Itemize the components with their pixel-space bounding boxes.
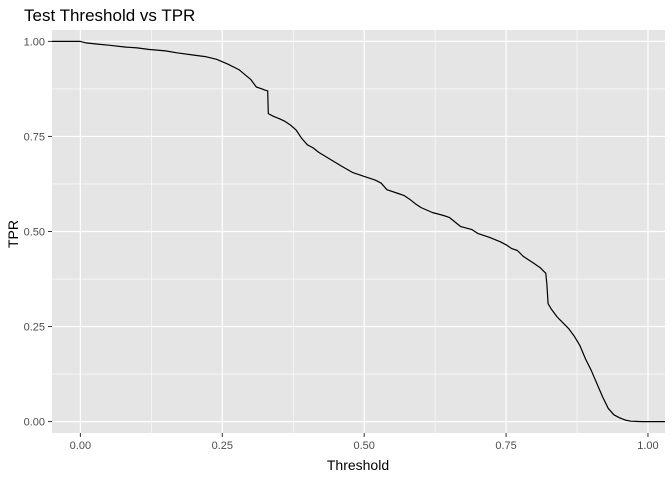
x-tick-label: 0.25 (212, 440, 233, 452)
y-axis-title: TPR (5, 220, 21, 248)
plot-panel (52, 30, 665, 433)
y-tick-label: 0.00 (24, 417, 45, 429)
y-axis: 0.00 0.25 0.50 0.75 1.00 (24, 36, 52, 429)
y-tick-label: 0.50 (24, 227, 45, 239)
y-tick-label: 0.75 (24, 131, 45, 143)
tpr-line (52, 40, 665, 423)
y-tick-label: 0.25 (24, 322, 45, 334)
x-axis-title: Threshold (327, 457, 389, 473)
x-tick-label: 0.50 (353, 440, 374, 452)
chart-title: Test Threshold vs TPR (24, 6, 195, 25)
x-tick-label: 0.00 (70, 440, 91, 452)
x-axis: 0.00 0.25 0.50 0.75 1.00 (70, 433, 659, 452)
x-tick-label: 1.00 (637, 440, 658, 452)
x-tick-label: 0.75 (495, 440, 516, 452)
y-tick-label: 1.00 (24, 36, 45, 48)
